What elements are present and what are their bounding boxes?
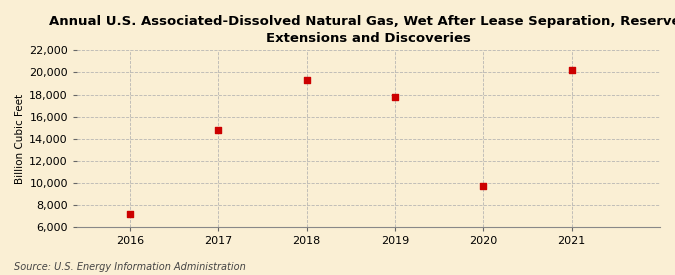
Point: [301, 78, 312, 82]
Point: [213, 128, 223, 132]
Point: [566, 68, 577, 72]
Point: [125, 212, 136, 216]
Text: Source: U.S. Energy Information Administration: Source: U.S. Energy Information Administ…: [14, 262, 245, 272]
Y-axis label: Billion Cubic Feet: Billion Cubic Feet: [15, 94, 25, 184]
Point: [478, 184, 489, 189]
Title: Annual U.S. Associated-Dissolved Natural Gas, Wet After Lease Separation, Reserv: Annual U.S. Associated-Dissolved Natural…: [49, 15, 675, 45]
Point: [389, 95, 400, 99]
